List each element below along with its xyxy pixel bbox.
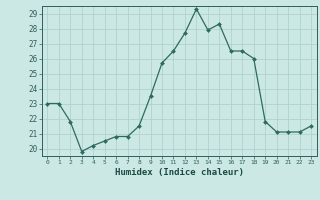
X-axis label: Humidex (Indice chaleur): Humidex (Indice chaleur) xyxy=(115,168,244,177)
